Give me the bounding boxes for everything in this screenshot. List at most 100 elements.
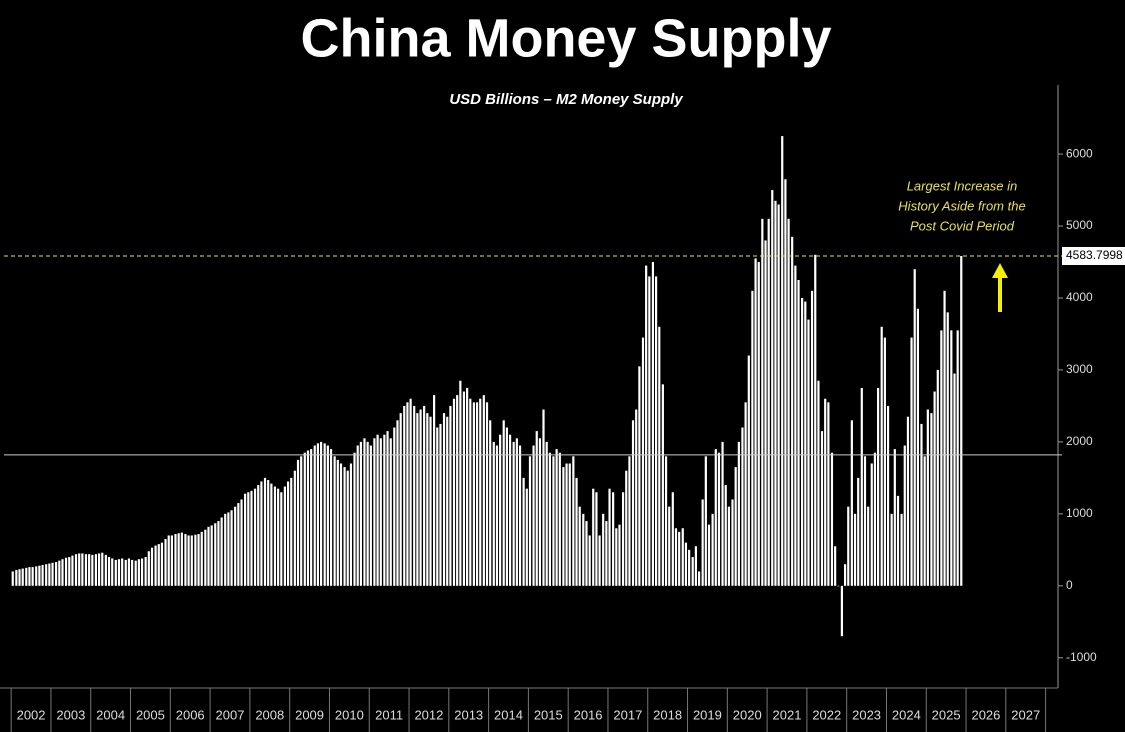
bar <box>953 373 956 586</box>
bar <box>552 456 555 586</box>
bar <box>423 405 426 586</box>
bar <box>25 567 28 586</box>
bar <box>41 564 44 586</box>
bar <box>456 395 459 586</box>
bar <box>635 409 638 586</box>
annotation-line: Post Covid Period <box>910 218 1015 233</box>
bar <box>638 366 641 586</box>
bar <box>237 503 240 586</box>
bar <box>71 555 74 586</box>
bar <box>873 452 877 586</box>
bar <box>180 532 183 586</box>
x-tick-label: 2014 <box>494 707 523 722</box>
bar <box>190 535 193 586</box>
bar <box>84 554 88 586</box>
bar <box>64 557 68 586</box>
x-tick-label: 2011 <box>375 707 403 722</box>
bar <box>950 330 953 586</box>
bar <box>28 567 31 586</box>
bar <box>655 276 658 586</box>
bar <box>94 554 98 586</box>
bar <box>674 528 678 586</box>
bar <box>244 493 247 586</box>
bar <box>31 567 34 586</box>
bar <box>936 369 939 586</box>
bar <box>704 456 707 586</box>
bar <box>439 423 442 586</box>
bar <box>565 463 568 586</box>
bar <box>150 547 154 586</box>
value-tag-label: 4583.7998 <box>1066 248 1123 262</box>
x-tick-label: 2020 <box>733 707 762 722</box>
bar <box>144 557 147 586</box>
bar <box>621 492 625 586</box>
bar <box>890 513 893 586</box>
bar <box>605 521 608 586</box>
x-tick-label: 2022 <box>812 707 841 722</box>
bar <box>432 395 436 586</box>
chart-title: China Money Supply <box>300 8 831 68</box>
annotation-line: History Aside from the <box>898 198 1025 213</box>
bar <box>612 492 615 586</box>
bar <box>51 562 54 586</box>
bar <box>449 405 452 586</box>
bar <box>174 534 177 586</box>
bar <box>548 452 551 586</box>
bar <box>582 513 585 586</box>
bar <box>356 445 359 586</box>
bar <box>436 427 439 586</box>
bar <box>303 452 306 586</box>
bar <box>717 452 721 586</box>
bar <box>824 398 827 586</box>
bar <box>741 427 744 586</box>
bar <box>383 434 386 586</box>
bar <box>744 402 747 586</box>
bar <box>916 308 919 586</box>
bar <box>787 218 790 586</box>
bar <box>426 413 429 586</box>
bar <box>602 513 605 586</box>
bar <box>134 560 137 586</box>
bar <box>814 254 817 586</box>
bar <box>442 413 446 586</box>
bar <box>495 445 499 586</box>
bar <box>399 413 402 586</box>
bar <box>466 387 469 586</box>
bar <box>714 449 717 586</box>
bar <box>651 262 655 586</box>
bar <box>326 445 329 586</box>
bar <box>933 391 936 586</box>
bar <box>834 546 837 586</box>
bar <box>930 413 933 586</box>
x-tick-label: 2003 <box>56 707 85 722</box>
bar <box>671 492 674 586</box>
bar <box>598 535 601 586</box>
bar <box>801 297 804 586</box>
bar <box>707 524 711 586</box>
bar <box>877 387 880 586</box>
bar <box>943 290 946 586</box>
bar <box>880 326 883 586</box>
bar <box>207 526 210 586</box>
bar <box>273 486 277 586</box>
bar <box>913 269 916 586</box>
arrow <box>992 263 1008 312</box>
bar <box>462 391 466 586</box>
bar <box>389 438 392 586</box>
bar <box>15 569 18 586</box>
bar <box>893 449 896 586</box>
bar <box>489 420 492 586</box>
bar <box>681 528 684 586</box>
bar <box>366 441 369 586</box>
bar <box>960 255 963 586</box>
bar <box>678 531 681 586</box>
bar <box>157 544 160 586</box>
bar <box>97 553 101 586</box>
bar <box>260 481 263 586</box>
bar <box>711 513 714 586</box>
bar <box>900 513 903 586</box>
bar <box>177 533 180 586</box>
bar <box>217 521 220 586</box>
y-tick-label: 1000 <box>1066 506 1093 520</box>
